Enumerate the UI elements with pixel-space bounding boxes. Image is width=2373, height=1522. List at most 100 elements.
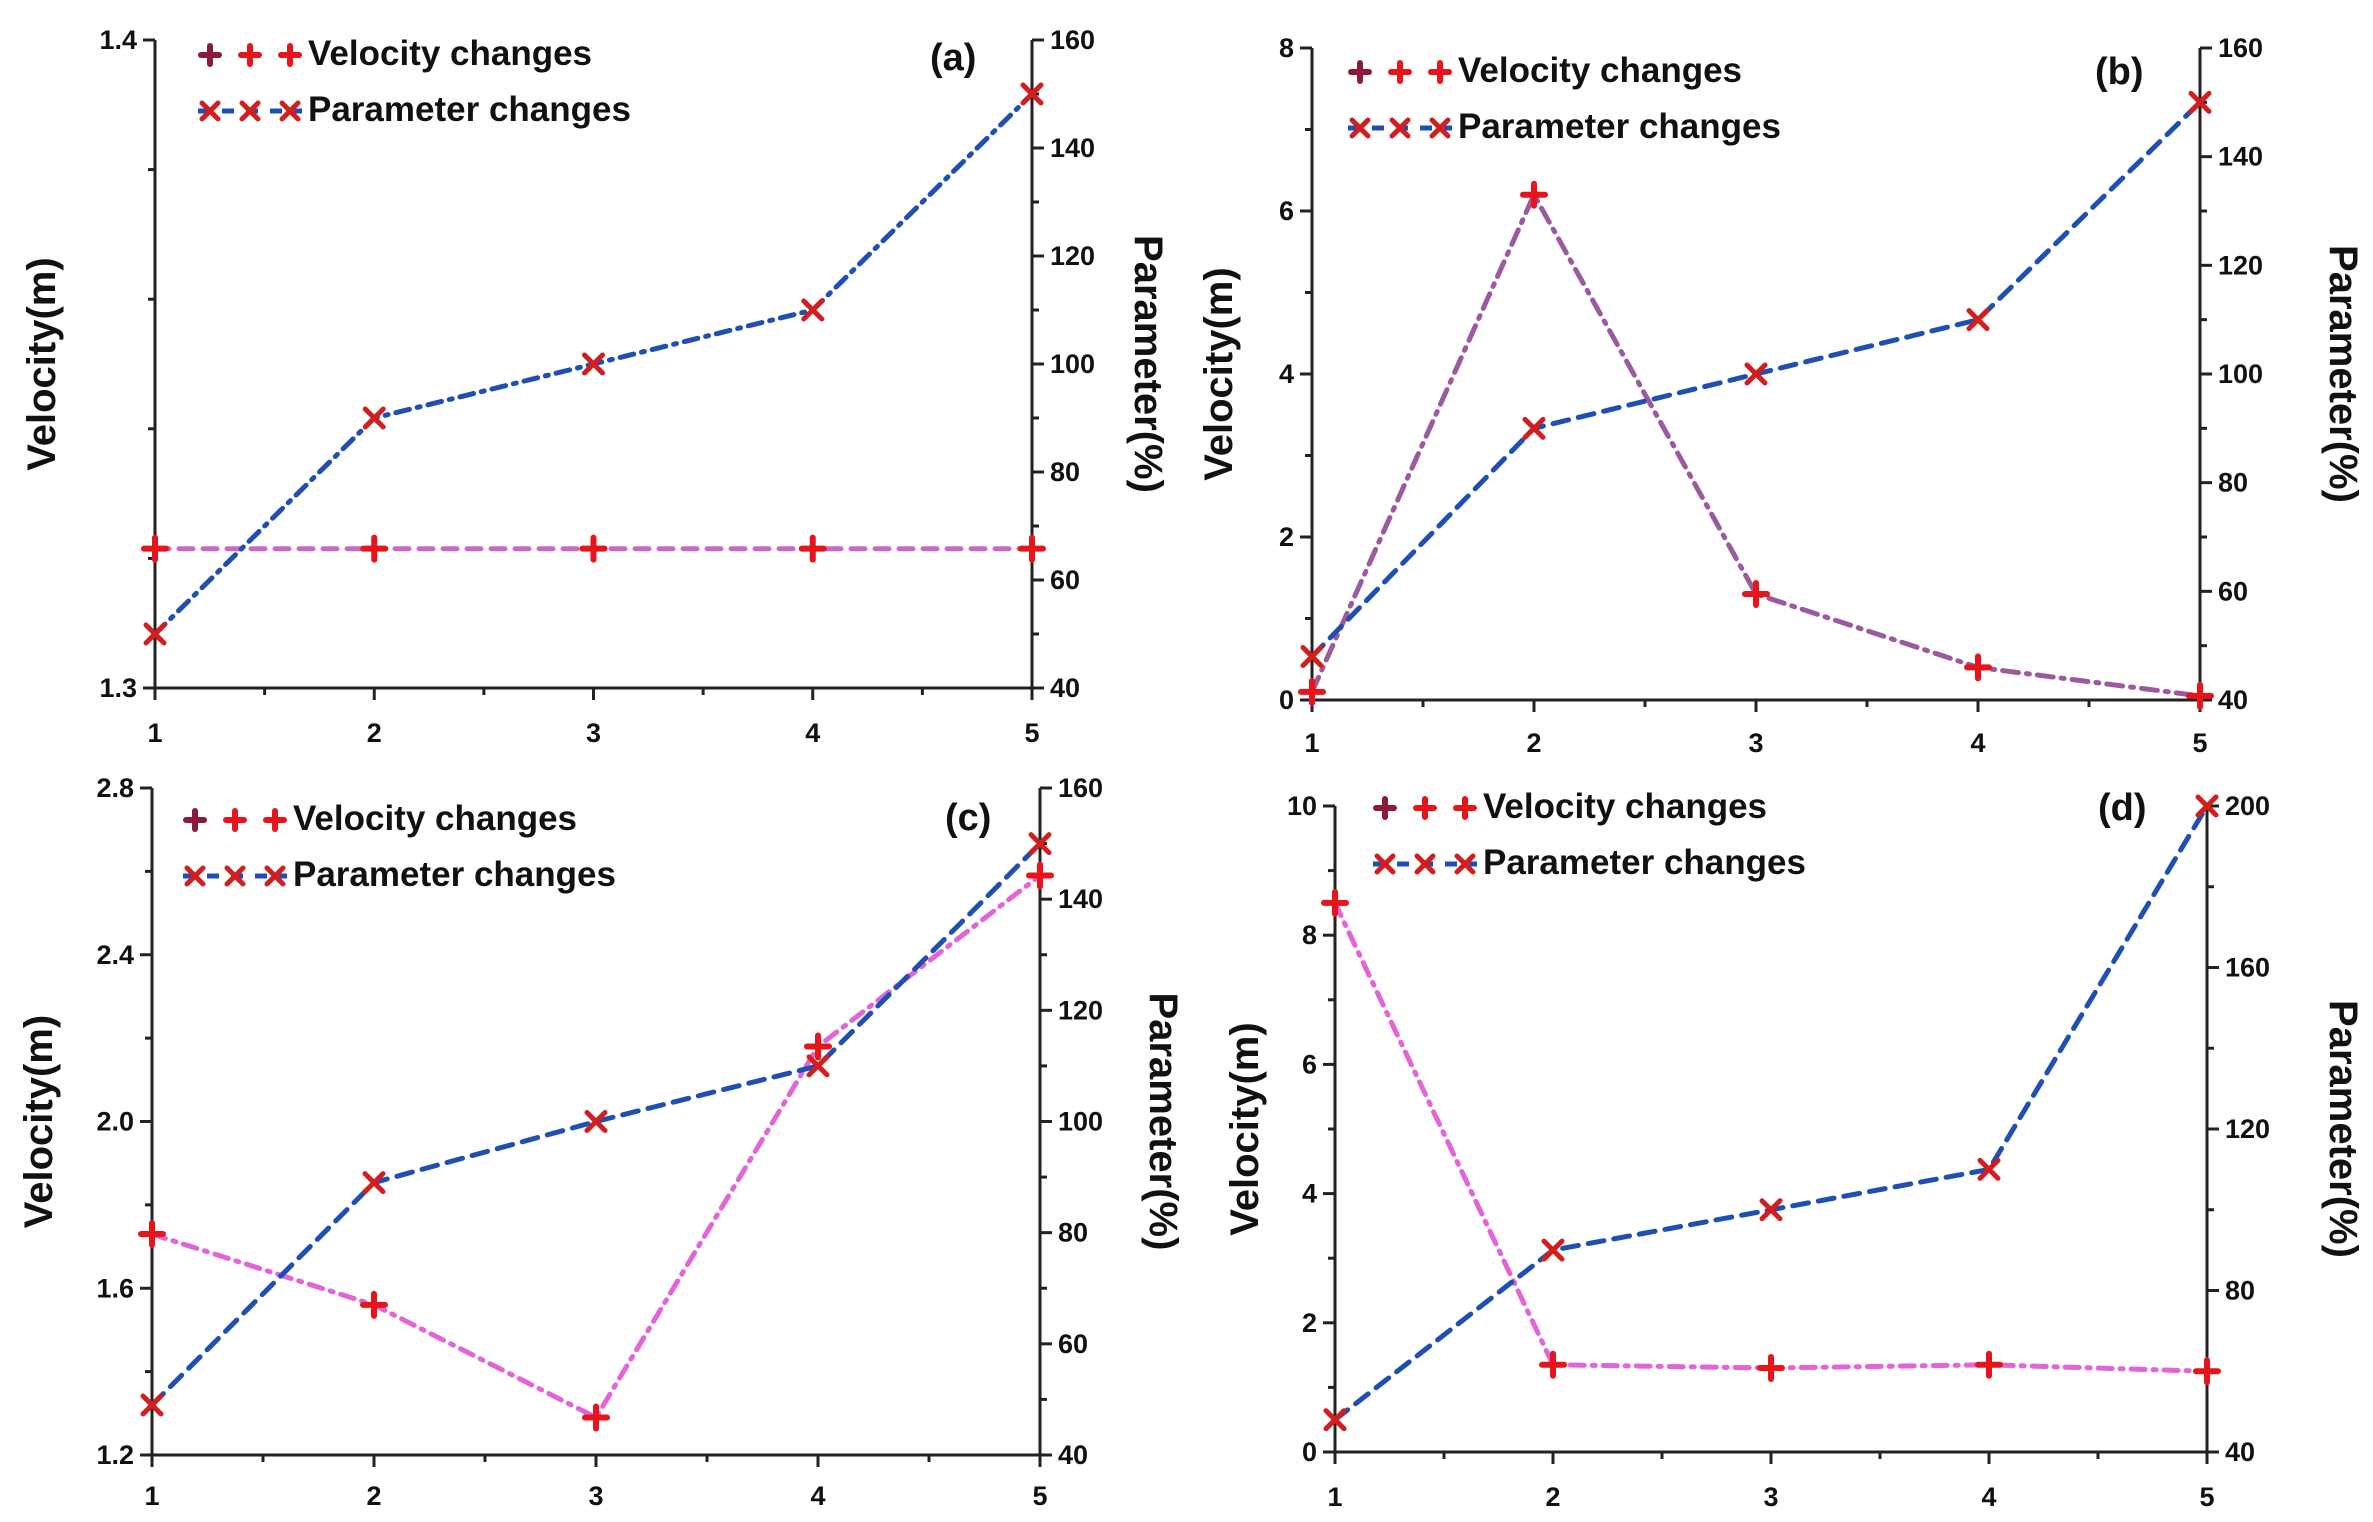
panel-b-legend-velocity-marker-3	[1428, 60, 1452, 84]
panel-b-series-parameter-point-2-b	[1522, 416, 1546, 440]
panel-d-xtick-label-2: 2	[1545, 1482, 1560, 1512]
panel-c-y2label: Parameter(%)	[1141, 993, 1185, 1251]
panel-b-ytick-label-2: 4	[1279, 359, 1294, 389]
panel-b-legend-velocity-marker-1	[1348, 60, 1372, 84]
panel-a-legend-parameter-marker-1	[199, 100, 221, 122]
panel-a-y2tick-label-0: 40	[1050, 673, 1080, 703]
panel-c-series-parameter-point-4	[806, 1054, 830, 1078]
panel-a-legend-parameter-marker-3	[279, 100, 301, 122]
panel-d-legend-parameter-label: Parameter changes	[1483, 843, 1806, 882]
panel-c-series-velocity-point-2	[360, 1290, 388, 1319]
panel-d-ytick-label-1: 2	[1302, 1308, 1317, 1338]
panel-c-y2tick-label-4: 120	[1058, 995, 1103, 1025]
panel-b-xtick-label-3: 3	[1748, 728, 1763, 758]
panel-b-y2label: Parameter(%)	[2321, 245, 2365, 503]
panel-c: 1 2 3 4 5 1.2 1.6 2.0 2.4 2.8 40 60 80 100 120 140 160 Ve…	[17, 773, 1185, 1511]
panel-b-y2tick-label-6: 160	[2218, 33, 2263, 63]
panel-c-y2tick-label-2: 80	[1058, 1218, 1088, 1248]
panel-b-y2tick-label-2: 80	[2218, 468, 2248, 498]
panel-d-y2tick-label-1: 80	[2225, 1276, 2255, 1306]
panel-a-label: (a)	[930, 37, 976, 79]
panel-b-ytick-label-1: 2	[1279, 522, 1294, 552]
panel-b-series-velocity-line	[1309, 189, 2203, 699]
panel-a-series-velocity-point-1	[141, 534, 169, 563]
panel-c-y2tick-label-1: 60	[1058, 1329, 1088, 1359]
panel-d-ytick-label-3: 6	[1302, 1049, 1317, 1079]
panel-d-xtick-label-4: 4	[1981, 1482, 1996, 1512]
panel-b-series-parameter-point-4-b	[1966, 308, 1990, 332]
panel-c-ylabel: Velocity(m)	[17, 1015, 61, 1228]
panel-d-series-parameter-point-2-b	[1541, 1238, 1565, 1262]
panel-c-legend-parameter-marker-1	[184, 865, 206, 887]
panel-a-series-parameter-point-3	[582, 352, 605, 376]
panel-d-ytick-label-4: 8	[1302, 920, 1317, 950]
panel-b-y2tick-label-3: 100	[2218, 359, 2263, 389]
panel-b-series-parameter-point-1-b	[1300, 645, 1324, 669]
panel-b-series-parameter-point-3	[1744, 362, 1768, 386]
panel-a-y2tick-label-2: 80	[1050, 457, 1080, 487]
panel-d-series-parameter-point-2	[1541, 1238, 1565, 1262]
panel-c-xtick-label-1: 1	[144, 1481, 159, 1511]
panel-d-xtick-label-5: 5	[2199, 1482, 2214, 1512]
panel-a-xtick-label-2: 2	[367, 718, 382, 748]
panel-a-legend-parameter-marker-3-b	[279, 100, 301, 122]
panel-c-ytick-label-0: 1.2	[96, 1440, 134, 1470]
panel-a-series-velocity-point-2	[360, 534, 389, 563]
panel-c-label: (c)	[945, 797, 991, 839]
panel-a-series-parameter-point-5-b	[1020, 82, 1044, 106]
panel-d-legend-velocity-marker-2	[1413, 796, 1437, 820]
panel-a-xtick-label-1: 1	[147, 718, 162, 748]
panel-c-series-parameter-point-5-b	[1028, 832, 1052, 856]
panel-d-series-parameter-point-1-b	[1323, 1408, 1347, 1432]
panel-c-legend-parameter-label: Parameter changes	[293, 855, 616, 894]
panel-b-ylabel: Velocity(m)	[1197, 267, 1241, 480]
panel-b-series-parameter-point-3-b	[1744, 362, 1768, 386]
panel-a-ytick-label-0: 1.3	[99, 673, 137, 703]
panel-d-legend-velocity-marker-1	[1373, 796, 1397, 820]
panel-d-y2tick-label-0: 40	[2225, 1437, 2255, 1467]
panel-d-series-parameter-point-4-b	[1977, 1157, 2001, 1181]
panel-b-ytick-label-0: 0	[1279, 685, 1294, 715]
panel-b-series-velocity-point-1	[1298, 677, 1326, 706]
panel-a-series-velocity-point-4	[798, 534, 827, 563]
panel-a-legend: Velocity changes Parameter changes	[198, 34, 631, 129]
panel-a-legend-parameter-marker-2-b	[239, 100, 261, 122]
panel-a-series-parameter-point-2	[362, 406, 386, 430]
panel-c-series-velocity-point-5	[1026, 861, 1054, 890]
panel-d-series-parameter-point-1	[1323, 1408, 1347, 1432]
panel-c-series-parameter-point-2-b	[362, 1171, 386, 1195]
panel-c-legend-parameter-marker-2	[224, 865, 246, 887]
panel-b-legend-parameter-marker-2	[1389, 117, 1411, 139]
panel-a-legend-parameter-marker-1-b	[199, 100, 221, 122]
panel-d-legend-parameter-marker-1	[1374, 853, 1396, 875]
panel-a-y2label: Parameter(%)	[1126, 235, 1170, 493]
panel-c-y2tick-label-0: 40	[1058, 1440, 1088, 1470]
panel-d-y2tick-label-3: 160	[2225, 953, 2270, 983]
panel-c-series-velocity-point-4	[804, 1032, 832, 1061]
panel-a-xtick-label-3: 3	[586, 718, 601, 748]
panel-c-legend-velocity-marker-1	[183, 808, 207, 832]
panel-d-ytick-label-2: 4	[1302, 1179, 1317, 1209]
panel-c-series-parameter-point-3-b	[584, 1110, 608, 1133]
panel-b-xtick-label-1: 1	[1304, 728, 1319, 758]
panel-a-legend-velocity-marker-3	[278, 43, 302, 67]
panel-c-xtick-label-4: 4	[810, 1481, 825, 1511]
panel-d-series-parameter-point-5-b	[2195, 794, 2219, 818]
panel-c-legend-parameter-marker-3	[264, 865, 286, 887]
panel-c-series-velocity-point-1	[138, 1220, 166, 1249]
panel-c-ytick-label-4: 2.8	[96, 773, 134, 803]
panel-d-series-velocity-point-2	[1539, 1350, 1567, 1379]
panel-d-label: (d)	[2098, 787, 2147, 829]
panel-b-xtick-label-2: 2	[1526, 728, 1541, 758]
panel-c-series-parameter-point-5	[1028, 832, 1052, 856]
panel-c-legend-parameter-marker-2-b	[224, 865, 246, 887]
panel-a-xtick-label-4: 4	[805, 718, 820, 748]
panel-a-series-parameter-point-3-b	[582, 352, 605, 376]
panel-d-y2tick-label-2: 120	[2225, 1114, 2270, 1144]
panel-d-legend-parameter-marker-1-b	[1374, 853, 1396, 875]
panel-b-y2tick-label-1: 60	[2218, 576, 2248, 606]
panel-c-y2tick-label-6: 160	[1058, 773, 1103, 803]
panel-d-ytick-label-0: 0	[1302, 1437, 1317, 1467]
panel-c-ytick-label-3: 2.4	[96, 940, 134, 970]
